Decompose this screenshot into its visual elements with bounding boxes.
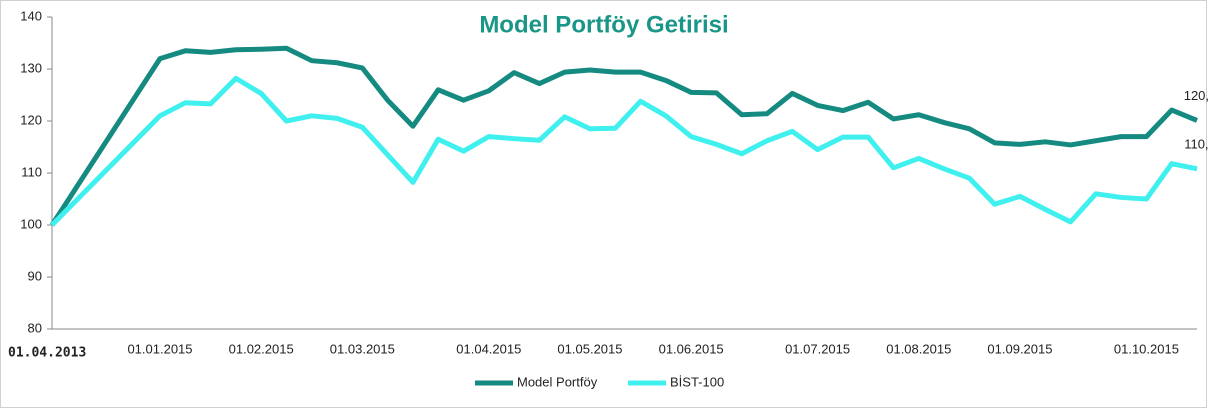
data-label: 110,8 <box>1184 136 1208 151</box>
x-tick-label: 01.10.2015 <box>1114 341 1179 356</box>
y-tick-label: 80 <box>28 320 42 335</box>
legend-label: Model Portföy <box>517 374 598 389</box>
x-tick-label: 01.01.2015 <box>127 341 192 356</box>
x-tick-label: 01.04.2013 <box>8 346 86 361</box>
x-tick-label: 01.03.2015 <box>330 341 395 356</box>
y-tick-label: 100 <box>20 216 42 231</box>
x-tick-label: 01.06.2015 <box>659 341 724 356</box>
chart-title: Model Portföy Getirisi <box>479 11 728 38</box>
x-tick-label: 01.04.2015 <box>456 341 521 356</box>
x-tick-label: 01.09.2015 <box>987 341 1052 356</box>
y-tick-label: 120 <box>20 112 42 127</box>
x-tick-label: 01.05.2015 <box>557 341 622 356</box>
legend-label: BİST-100 <box>670 374 724 389</box>
y-tick-label: 140 <box>20 8 42 23</box>
x-tick-label: 01.02.2015 <box>229 341 294 356</box>
series-line <box>50 75 1198 227</box>
x-tick-label: 01.08.2015 <box>886 341 951 356</box>
series-line <box>49 45 1198 227</box>
y-tick-label: 130 <box>20 60 42 75</box>
x-tick-label: 01.07.2015 <box>785 341 850 356</box>
data-label: 120,1 <box>1184 88 1208 103</box>
y-tick-label: 90 <box>28 268 42 283</box>
y-tick-label: 110 <box>21 164 42 179</box>
